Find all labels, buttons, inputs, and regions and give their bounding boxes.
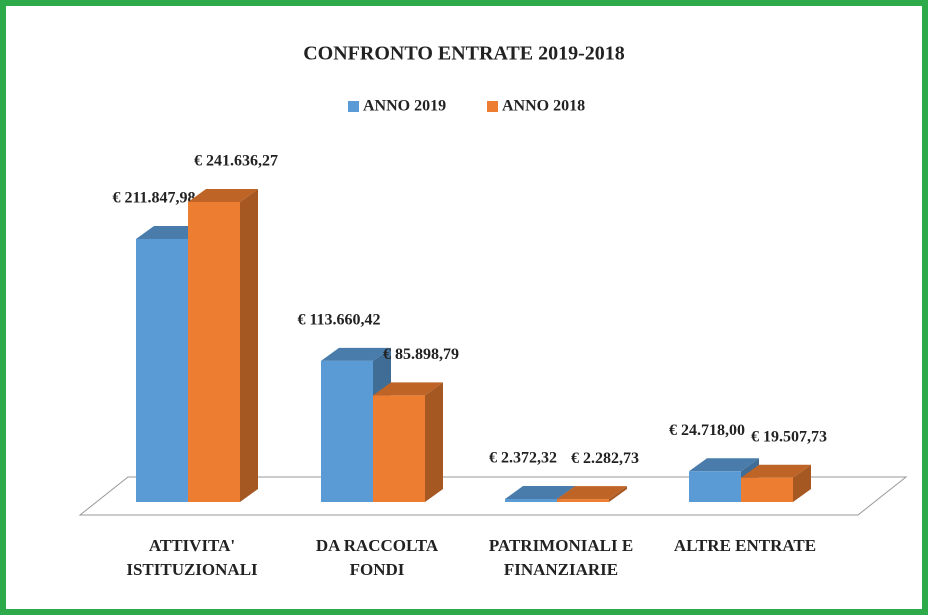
bar-front xyxy=(505,499,557,502)
bar-side xyxy=(425,382,443,502)
bar-front xyxy=(188,202,240,502)
bar-front xyxy=(741,477,793,502)
value-label: € 19.507,73 xyxy=(751,428,827,445)
bar-top xyxy=(321,347,391,361)
x-tick-label: ALTRE ENTRATE xyxy=(673,536,817,555)
x-tick-label: PATRIMONIALI E FINANZIARIE xyxy=(488,536,634,579)
value-label: € 85.898,79 xyxy=(383,346,459,363)
value-label: € 2.282,73 xyxy=(571,450,639,467)
bar xyxy=(557,486,627,502)
bar-front xyxy=(136,238,188,502)
x-tick-label: ATTIVITA' ISTITUZIONALI xyxy=(126,536,258,579)
value-label: € 2.372,32 xyxy=(489,450,557,467)
chart-title: CONFRONTO ENTRATE 2019-2018 xyxy=(303,43,625,65)
bar-front xyxy=(557,499,609,502)
bar-front xyxy=(689,471,741,502)
bar-side xyxy=(793,464,811,502)
legend-label: ANNO 2019 xyxy=(363,98,446,115)
value-label: € 24.718,00 xyxy=(669,422,745,439)
bar-front xyxy=(373,395,425,502)
bar-top xyxy=(505,486,575,500)
legend-swatch xyxy=(348,101,359,112)
bar-top xyxy=(373,382,443,396)
bar xyxy=(373,382,443,502)
legend-label: ANNO 2018 xyxy=(502,98,585,115)
x-tick-label: DA RACCOLTA FONDI xyxy=(315,536,439,579)
bar xyxy=(741,464,811,502)
value-label: € 211.847,98 xyxy=(112,190,195,207)
bar-top xyxy=(557,486,627,500)
legend-swatch xyxy=(487,101,498,112)
bar-top xyxy=(689,458,759,472)
bar-side xyxy=(609,486,627,502)
bar-top xyxy=(741,464,811,478)
value-label: € 113.660,42 xyxy=(297,312,380,329)
bar-top xyxy=(188,189,258,202)
bar-front xyxy=(321,360,373,502)
value-label: € 241.636,27 xyxy=(194,153,278,170)
bar xyxy=(188,189,258,502)
bar-side xyxy=(240,189,258,502)
